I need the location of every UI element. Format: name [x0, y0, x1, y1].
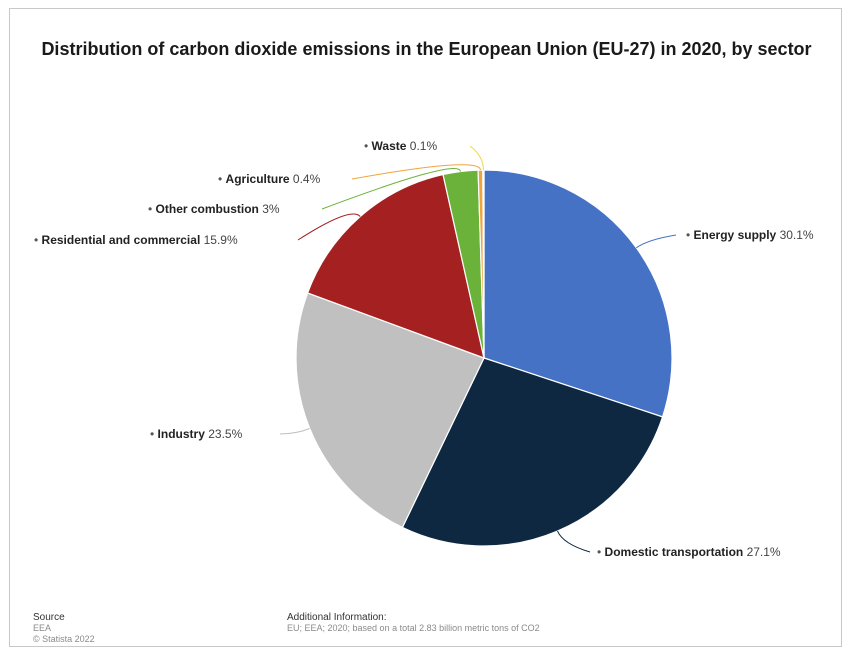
leader-line [469, 145, 484, 171]
source-line: EEA [33, 623, 52, 633]
copyright-line: © Statista 2022 [33, 634, 95, 644]
slice-label: • Other combustion 3% [148, 202, 280, 216]
leader-line [557, 530, 591, 553]
info-heading: Additional Information: [287, 612, 387, 623]
slice-label: • Industry 23.5% [150, 427, 243, 441]
pie-slice-waste[interactable] [482, 169, 485, 359]
pie-slice-industry[interactable] [295, 292, 485, 529]
source-heading: Source [33, 612, 65, 623]
slice-label: • Residential and commercial 15.9% [34, 233, 238, 247]
leader-line [321, 168, 461, 210]
chart-title: Distribution of carbon dioxide emissions… [41, 39, 812, 59]
footer-source: Source EEA © Statista 2022 [33, 612, 95, 645]
pie-slice-residential-and-commercial[interactable] [306, 173, 485, 359]
pie-slices [295, 169, 673, 547]
slice-label: • Domestic transportation 27.1% [597, 545, 781, 559]
leader-line [279, 428, 310, 435]
leader-lines [279, 145, 677, 553]
info-text: EU; EEA; 2020; based on a total 2.83 bil… [287, 623, 540, 633]
leader-line [297, 213, 361, 241]
slice-label: • Waste 0.1% [364, 139, 437, 153]
slice-label: • Energy supply 30.1% [686, 228, 814, 242]
footer-additional-info: Additional Information: EU; EEA; 2020; b… [287, 612, 540, 634]
leader-line [636, 234, 677, 249]
slice-label: • Agriculture 0.4% [218, 172, 321, 186]
slice-labels: • Energy supply 30.1% • Domestic transpor… [34, 139, 814, 559]
leader-line [351, 164, 481, 180]
